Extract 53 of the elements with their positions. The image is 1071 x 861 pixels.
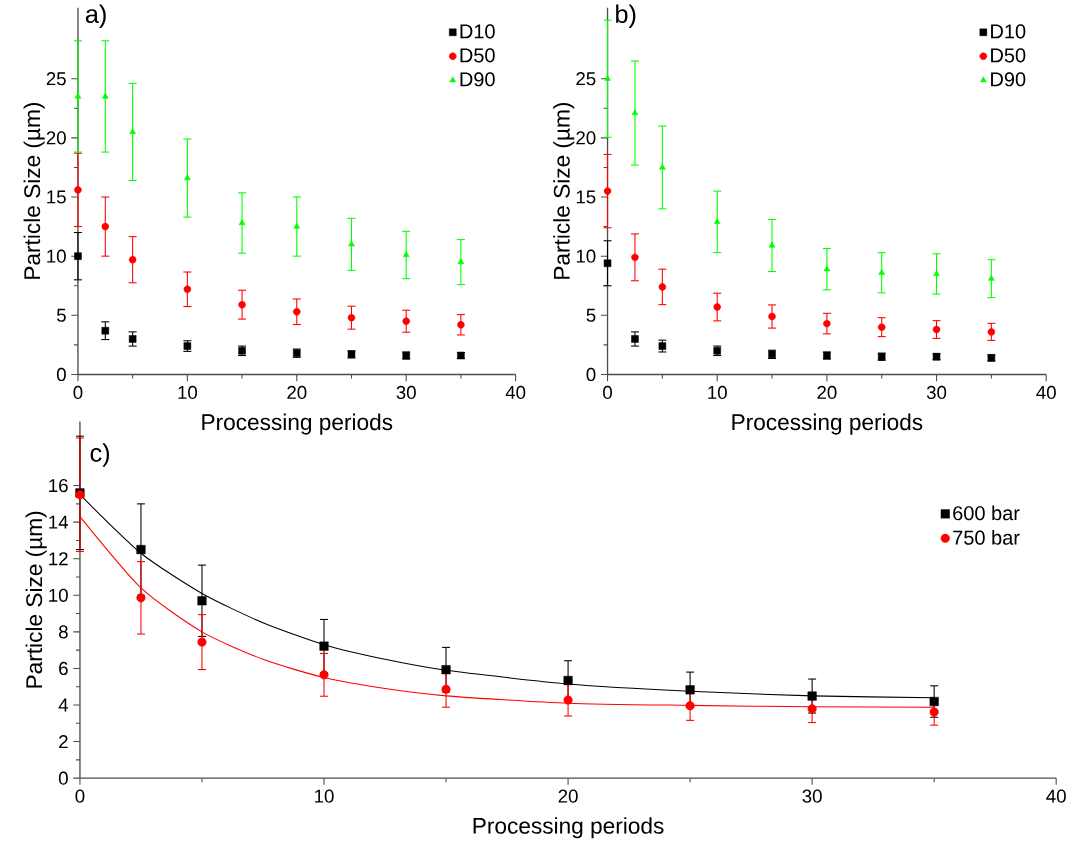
y-tick-label: 25	[46, 72, 66, 86]
y-tick-label: 10	[49, 588, 68, 602]
legend-label: 600 bar	[953, 505, 1020, 521]
x-tick-label: 20	[558, 789, 578, 803]
y-tick-label: 10	[576, 249, 596, 263]
x-tick-label: 0	[603, 385, 613, 399]
y-tick-label: 12	[49, 552, 68, 566]
y-tick-label: 15	[576, 190, 596, 204]
x-tick-label: 10	[178, 385, 198, 399]
x-tick-label: 0	[73, 385, 83, 399]
x-tick-label: 10	[315, 789, 334, 803]
legend-label: D50	[991, 48, 1026, 63]
legend-label: D10	[460, 24, 495, 39]
x-tick-label: 40	[1036, 385, 1056, 399]
y-tick-label: 20	[46, 131, 66, 145]
y-axis-title: Particle Size (µm)	[23, 102, 45, 279]
x-tick-label: 30	[926, 385, 947, 399]
x-tick-label: 20	[287, 385, 307, 399]
y-tick-label: 20	[576, 131, 596, 145]
y-tick-label: 14	[49, 515, 69, 529]
x-tick-label: 0	[75, 789, 85, 803]
x-tick-label: 30	[802, 789, 822, 803]
y-tick-label: 16	[49, 478, 68, 493]
legend-label: 750 bar	[953, 530, 1020, 545]
chart-title: b)	[616, 4, 636, 28]
y-tick-label: 0	[586, 367, 596, 382]
y-tick-label: 5	[586, 308, 596, 322]
y-tick-label: 2	[59, 735, 68, 749]
legend-label: D10	[991, 24, 1026, 39]
y-tick-label: 6	[59, 661, 68, 675]
y-tick-label: 5	[56, 308, 66, 322]
x-axis-title: Processing periods	[732, 413, 923, 435]
x-tick-label: 10	[708, 385, 727, 399]
x-axis-title: Processing periods	[202, 413, 393, 435]
legend-label: D50	[460, 48, 495, 63]
y-axis-title: Particle Size (µm)	[553, 102, 575, 279]
y-tick-label: 8	[59, 625, 68, 639]
y-tick-label: 4	[58, 698, 69, 712]
chart-title: a)	[85, 4, 106, 28]
y-tick-label: 0	[58, 771, 68, 785]
x-tick-label: 30	[396, 385, 416, 399]
legend-label: D90	[991, 72, 1026, 87]
text: c)	[90, 443, 110, 467]
x-tick-label: 40	[1046, 789, 1066, 803]
y-tick-label: 0	[56, 367, 66, 382]
y-tick-label: 15	[47, 190, 66, 204]
legend-label: D90	[460, 72, 495, 87]
y-tick-label: 25	[576, 72, 596, 86]
x-tick-label: 40	[505, 385, 526, 399]
y-axis-title: Particle Size (µm)	[25, 511, 47, 688]
x-tick-label: 20	[817, 385, 837, 399]
x-axis-title: Processing periods	[473, 817, 664, 839]
y-tick-label: 10	[47, 249, 66, 263]
